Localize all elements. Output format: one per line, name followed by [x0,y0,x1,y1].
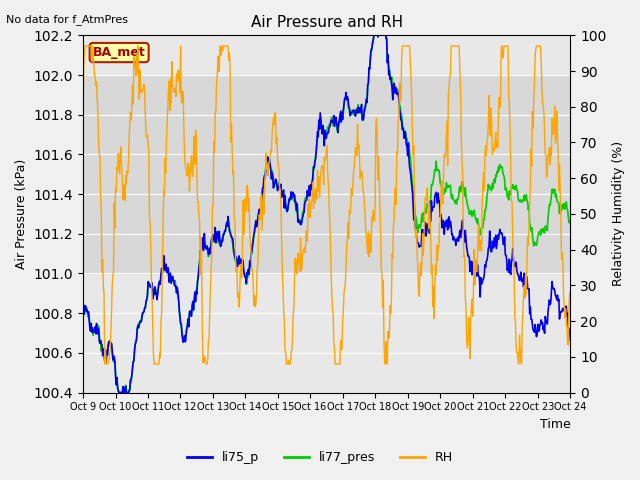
Title: Air Pressure and RH: Air Pressure and RH [251,15,403,30]
Text: No data for f_AtmPres: No data for f_AtmPres [6,14,129,25]
Text: BA_met: BA_met [93,46,145,59]
X-axis label: Time: Time [540,418,570,431]
Legend: li75_p, li77_pres, RH: li75_p, li77_pres, RH [182,446,458,469]
Y-axis label: Relativity Humidity (%): Relativity Humidity (%) [612,142,625,287]
Y-axis label: Air Pressure (kPa): Air Pressure (kPa) [15,159,28,269]
Bar [83,75,570,274]
